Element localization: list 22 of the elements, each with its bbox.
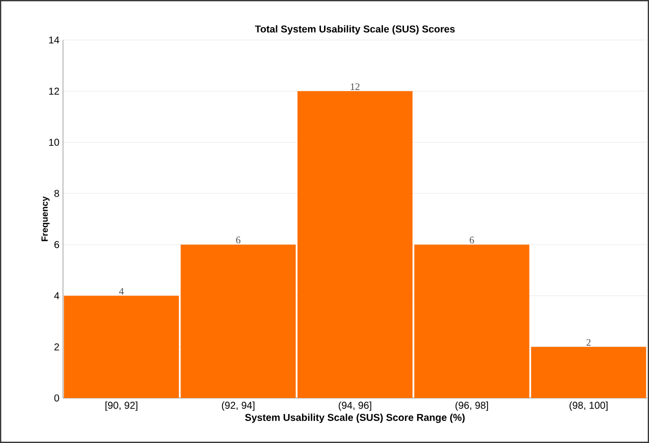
y-tick-label: 4 [54,292,60,300]
y-axis-title: Frequency [42,196,50,242]
y-tick-label: 2 [54,343,59,350]
y-tick-label: 0 [54,394,60,402]
data-label: 6 [236,236,240,244]
x-tick-label: (98, 100] [570,402,608,411]
x-tick-label: (92, 94] [222,402,254,411]
data-label: 12 [350,83,360,90]
data-label: 6 [470,236,474,244]
bar [297,91,413,398]
x-axis-title: System Usability Scale (SUS) Score Range (%) [245,414,465,423]
y-tick-label: 12 [49,88,59,95]
x-tick-label: [90, 92] [105,402,138,411]
chart-title: Total System Usability Scale (SUS) Scores [254,25,455,34]
data-label: 4 [119,288,124,295]
y-tick-label: 6 [54,241,60,248]
y-tick-label: 14 [49,36,60,44]
x-tick-label: (96, 98] [456,402,488,411]
x-tick-label: (94, 96] [338,402,372,411]
data-label: 2 [586,339,591,346]
y-tick-label: 8 [54,190,60,197]
y-tick-label: 10 [49,138,60,146]
